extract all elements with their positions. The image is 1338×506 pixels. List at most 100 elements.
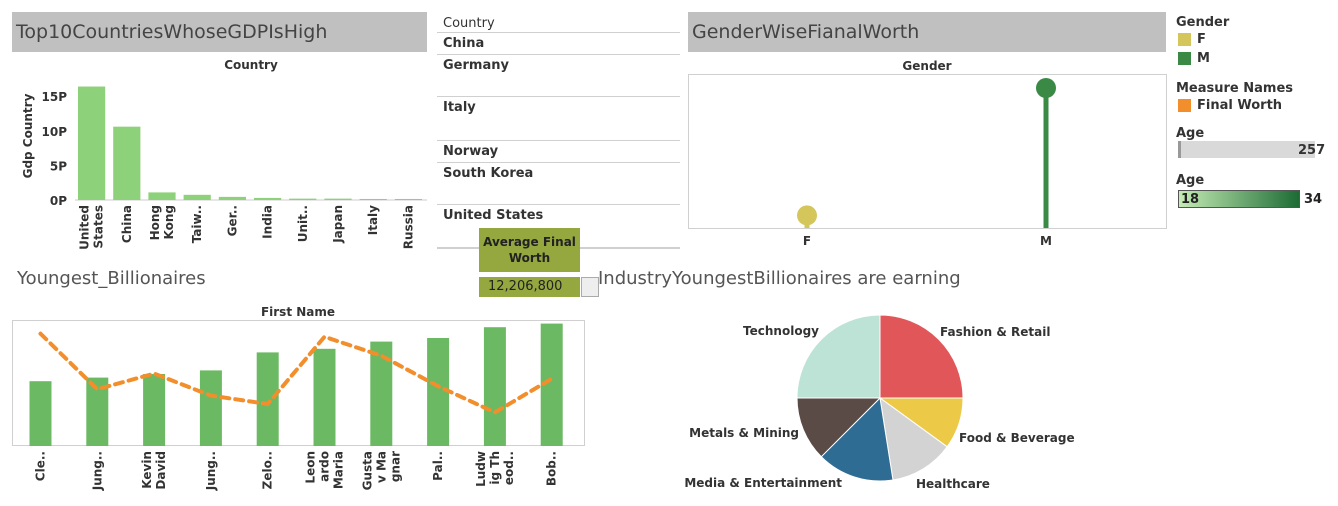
youngest-x-tick-label: ig Th (488, 451, 502, 485)
country-row[interactable]: South Korea (437, 163, 680, 205)
youngest-bar (29, 381, 52, 446)
youngest-chart-header: First Name (260, 305, 336, 319)
country-row[interactable]: China (437, 33, 680, 55)
gdp-y-axis-label: Gdp Country (21, 93, 35, 178)
country-row-label: Italy (443, 100, 476, 115)
youngest-bar (540, 323, 563, 446)
pie-slice-label: Technology (743, 324, 819, 338)
gdp-y-tick-label: 0P (50, 194, 67, 208)
youngest-x-tick-label: David (154, 451, 168, 490)
youngest-x-tick-label: Bob.. (545, 451, 559, 486)
gender-plot-frame (688, 74, 1167, 229)
youngest-x-tick-label: Pal.. (431, 451, 445, 481)
youngest-x-tick-label: eod.. (502, 451, 516, 485)
pie-slice (796, 314, 881, 399)
youngest-x-tick-label: Cle.. (34, 451, 48, 481)
gdp-bar (394, 198, 422, 200)
youngest-panel-title: Youngest_Billionaires (17, 268, 206, 289)
age-color-title: Age (1176, 173, 1205, 188)
gender-f-label: F (1197, 32, 1206, 47)
gdp-x-tick-label: States (92, 205, 106, 249)
youngest-line-series (38, 331, 554, 415)
youngest-x-tick-label: Gusta (360, 451, 374, 490)
gdp-chart-header: Country (224, 58, 278, 72)
youngest-bar (86, 377, 109, 446)
youngest-combo-chart: Cle.. Jung.. Kevin David Jung.. Zelo.. Leon ard… (12, 320, 585, 491)
country-row-label: Germany (443, 58, 509, 73)
gdp-y-tick-label: 10P (42, 125, 68, 139)
youngest-bar (370, 341, 393, 446)
gdp-x-tick-label: Unit.. (296, 205, 310, 242)
gdp-bar (254, 197, 282, 200)
youngest-x-tick-label: Jung.. (204, 451, 218, 491)
gdp-x-tick-label: China (120, 205, 134, 243)
gdp-x-tick-label: India (261, 205, 275, 239)
gdp-y-tick-label: 5P (50, 159, 67, 173)
gdp-panel-title: Top10CountriesWhoseGDPIsHigh (12, 12, 427, 52)
pie-slice (879, 314, 964, 399)
youngest-x-tick-label: v Ma (374, 451, 388, 483)
gender-dot (1036, 78, 1056, 98)
pie-slice-label: Healthcare (916, 477, 990, 491)
gdp-y-tick-label: 15P (42, 90, 68, 104)
youngest-x-tick-label: ardo (318, 451, 332, 482)
country-row[interactable]: Italy (437, 97, 680, 141)
average-final-worth-value: 12,206,800 (479, 277, 580, 297)
age-color-max: 34 (1304, 192, 1323, 207)
country-row-label: United States (443, 208, 544, 223)
pie-slice (820, 396, 894, 482)
gdp-bar (113, 126, 141, 200)
age-range-slider[interactable] (1178, 141, 1315, 158)
final-worth-swatch[interactable] (1178, 99, 1191, 112)
gender-m-swatch[interactable] (1178, 52, 1191, 65)
average-final-worth-header: Average Final Worth (479, 228, 580, 272)
card-scroll-handle[interactable] (581, 277, 599, 297)
pie-slice-label: Fashion & Retail (940, 325, 1050, 339)
age-filter-max: 257 (1298, 143, 1326, 158)
country-table-header: Country (443, 16, 495, 31)
gender-f-swatch[interactable] (1178, 33, 1191, 46)
gender-legend-title: Gender (1176, 15, 1230, 30)
pie-slice (879, 396, 948, 481)
age-color-legend (1178, 190, 1300, 208)
youngest-x-tick-label: Jung.. (90, 451, 104, 491)
pie-slice-label: Media & Entertainment (684, 476, 842, 490)
gdp-x-tick-label: Hong (148, 205, 162, 240)
youngest-x-tick-label: Maria (332, 451, 346, 489)
gdp-bar (78, 86, 106, 200)
youngest-x-tick-label: Kevin (140, 451, 154, 489)
gender-x-tick-label: F (803, 234, 811, 248)
youngest-x-tick-label: Zelo.. (261, 451, 275, 489)
country-table-top-border (437, 32, 680, 33)
gdp-x-tick-label: Kong (162, 205, 176, 239)
gdp-x-tick-label: Taiw.. (190, 205, 204, 243)
age-color-min: 18 (1181, 192, 1200, 207)
gdp-x-tick-label: Ger.. (225, 205, 239, 236)
pie-slice-label: Food & Beverage (959, 431, 1075, 445)
youngest-x-tick-label: Ludw (474, 451, 488, 487)
country-row[interactable]: Norway (437, 141, 680, 163)
youngest-bar (427, 338, 450, 446)
country-row[interactable]: Germany (437, 55, 680, 97)
country-row-label: Norway (443, 144, 499, 159)
gdp-bar (359, 198, 387, 200)
gdp-bar (148, 192, 176, 200)
gdp-x-tick-label: United (78, 205, 92, 250)
youngest-bar (256, 352, 279, 446)
country-row-label: China (443, 36, 485, 51)
youngest-bar (199, 370, 222, 446)
country-row-label: South Korea (443, 166, 534, 181)
gdp-x-tick-label: Russia (401, 205, 415, 249)
gdp-bar (183, 194, 211, 200)
gdp-bar-chart: Gdp Country 0P 5P 10P 15P United States China Ho… (21, 86, 427, 250)
gender-dot (797, 205, 817, 226)
gdp-x-tick-label: Italy (366, 205, 380, 235)
gender-m-label: M (1197, 51, 1210, 66)
youngest-bar (143, 374, 166, 446)
age-filter-title: Age (1176, 126, 1205, 141)
industry-pie-chart: Fashion & Retail Food & Beverage Healthcar… (684, 314, 1075, 491)
final-worth-label: Final Worth (1197, 98, 1283, 113)
youngest-x-tick-label: gnar (388, 451, 402, 482)
pie-slice (796, 397, 882, 458)
